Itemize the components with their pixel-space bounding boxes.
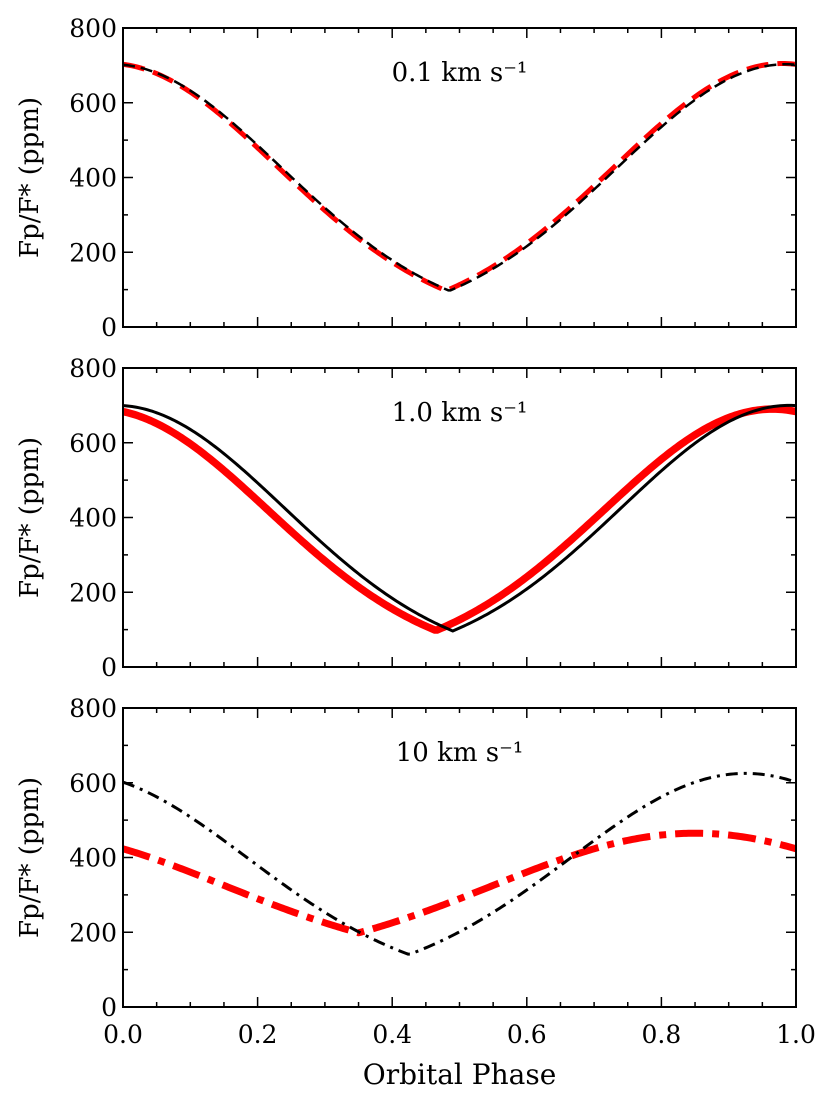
x-tick-label: 1.0 xyxy=(776,1020,816,1049)
series-black-line xyxy=(123,63,796,292)
y-tick-label: 400 xyxy=(69,844,117,873)
y-tick-label: 800 xyxy=(69,14,117,43)
y-axis-label: Fp/F* (ppm) xyxy=(15,437,45,598)
y-tick-label: 400 xyxy=(69,504,117,533)
panel-2: 0 200 400 600 800 Fp/F* (ppm) 1.0 km s⁻¹ xyxy=(15,354,797,682)
series-black-line xyxy=(123,771,796,956)
y-tick-label: 200 xyxy=(69,238,117,267)
series-red-line xyxy=(123,829,796,937)
panel-velocity-label: 0.1 km s⁻¹ xyxy=(392,58,528,88)
y-tick-label: 200 xyxy=(69,918,117,947)
y-tick-label: 800 xyxy=(69,354,117,383)
y-tick-label: 0 xyxy=(101,313,117,342)
panel-3: 0 200 400 600 800 0.0 0.2 0.4 0.6 0.8 1.0 Fp/F* (pp… xyxy=(15,694,816,1091)
x-tick-label: 0.6 xyxy=(507,1020,547,1049)
y-axis-label: Fp/F* (ppm) xyxy=(15,777,45,938)
series-red-line xyxy=(123,61,796,294)
y-tick-label: 600 xyxy=(69,769,117,798)
panel-velocity-label: 1.0 km s⁻¹ xyxy=(392,398,528,428)
x-tick-label: 0.2 xyxy=(238,1020,278,1049)
y-axis-label: Fp/F* (ppm) xyxy=(15,97,45,258)
panel-velocity-label: 10 km s⁻¹ xyxy=(396,738,524,768)
x-tick-label: 0.4 xyxy=(372,1020,412,1049)
y-tick-label: 200 xyxy=(69,578,117,607)
series-black-line xyxy=(123,403,796,633)
y-tick-label: 800 xyxy=(69,694,117,723)
y-tick-label: 400 xyxy=(69,164,117,193)
y-tick-label: 600 xyxy=(69,89,117,118)
x-tick-label: 0.8 xyxy=(642,1020,682,1049)
x-axis-label: Orbital Phase xyxy=(363,1058,557,1091)
y-tick-label: 0 xyxy=(101,993,117,1022)
y-tick-label: 0 xyxy=(101,653,117,682)
series-red-line xyxy=(123,405,796,634)
y-tick-label: 600 xyxy=(69,429,117,458)
x-tick-label: 0.0 xyxy=(103,1020,143,1049)
panel-1: 0 200 400 600 800 Fp/F* (ppm) 0.1 km s⁻¹ xyxy=(15,14,797,342)
